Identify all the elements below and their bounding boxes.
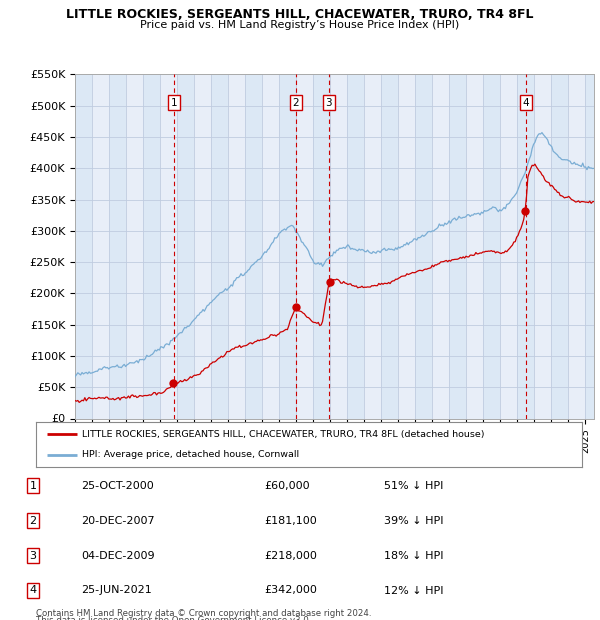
- Bar: [484, 74, 500, 418]
- Text: 20-DEC-2007: 20-DEC-2007: [81, 516, 155, 526]
- Text: HPI: Average price, detached house, Cornwall: HPI: Average price, detached house, Corn…: [82, 450, 299, 459]
- Text: 3: 3: [326, 97, 332, 107]
- Bar: [586, 74, 600, 418]
- Bar: [245, 74, 262, 418]
- Text: 3: 3: [29, 551, 37, 560]
- Text: Contains HM Land Registry data © Crown copyright and database right 2024.: Contains HM Land Registry data © Crown c…: [36, 609, 371, 618]
- Text: 2: 2: [292, 97, 299, 107]
- Bar: [143, 74, 160, 418]
- Text: 4: 4: [523, 97, 529, 107]
- Text: 2: 2: [29, 516, 37, 526]
- Bar: [517, 74, 535, 418]
- Text: 1: 1: [29, 480, 37, 490]
- Text: £218,000: £218,000: [264, 551, 317, 560]
- Text: 51% ↓ HPI: 51% ↓ HPI: [384, 480, 443, 490]
- Bar: [279, 74, 296, 418]
- Text: LITTLE ROCKIES, SERGEANTS HILL, CHACEWATER, TRURO, TR4 8FL (detached house): LITTLE ROCKIES, SERGEANTS HILL, CHACEWAT…: [82, 430, 485, 439]
- Bar: [449, 74, 466, 418]
- Bar: [381, 74, 398, 418]
- Text: 39% ↓ HPI: 39% ↓ HPI: [384, 516, 443, 526]
- Bar: [551, 74, 568, 418]
- Text: £181,100: £181,100: [264, 516, 317, 526]
- Text: 25-JUN-2021: 25-JUN-2021: [81, 585, 152, 595]
- Text: £342,000: £342,000: [264, 585, 317, 595]
- Bar: [109, 74, 126, 418]
- Text: 12% ↓ HPI: 12% ↓ HPI: [384, 585, 443, 595]
- Text: 04-DEC-2009: 04-DEC-2009: [81, 551, 155, 560]
- Text: This data is licensed under the Open Government Licence v3.0.: This data is licensed under the Open Gov…: [36, 616, 311, 620]
- Text: Price paid vs. HM Land Registry’s House Price Index (HPI): Price paid vs. HM Land Registry’s House …: [140, 20, 460, 30]
- Text: 1: 1: [170, 97, 177, 107]
- Text: £60,000: £60,000: [264, 480, 310, 490]
- Text: 4: 4: [29, 585, 37, 595]
- Bar: [211, 74, 228, 418]
- Bar: [75, 74, 92, 418]
- Text: LITTLE ROCKIES, SERGEANTS HILL, CHACEWATER, TRURO, TR4 8FL: LITTLE ROCKIES, SERGEANTS HILL, CHACEWAT…: [66, 8, 534, 21]
- Bar: [313, 74, 330, 418]
- Bar: [347, 74, 364, 418]
- Text: 18% ↓ HPI: 18% ↓ HPI: [384, 551, 443, 560]
- Text: 25-OCT-2000: 25-OCT-2000: [81, 480, 154, 490]
- Bar: [415, 74, 433, 418]
- Bar: [177, 74, 194, 418]
